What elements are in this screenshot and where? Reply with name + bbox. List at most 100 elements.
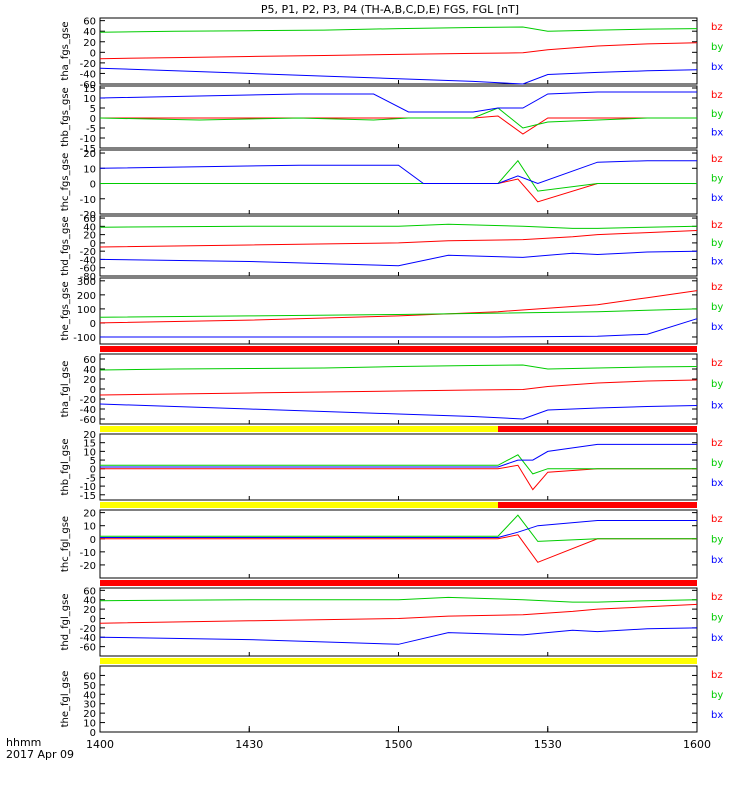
y-axis-label: the_fgs_gse (60, 281, 71, 340)
y-axis-label: thc_fgl_gse (60, 516, 71, 572)
time-tick-label: 1500 (385, 738, 413, 751)
panel-thc_fgl_gse: -20 -10 0 10 20 thc_fgl_gse bz by bx (60, 509, 723, 579)
y-tick-label: 10 (83, 522, 96, 533)
y-tick-label: 20 (83, 231, 96, 242)
y-axis-label: thb_fgs_gse (60, 87, 71, 146)
legend-bz: bz (711, 282, 723, 293)
legend-bz: bz (711, 154, 723, 165)
status-bars (100, 346, 697, 664)
series-bx-line (99, 160, 697, 185)
y-tick-label: 60 (83, 355, 96, 366)
time-axis: 1400 1430 1500 1530 1600 (86, 726, 711, 751)
legend-bx: bx (711, 193, 723, 204)
series-bx-line (99, 91, 697, 113)
series-by-line (100, 454, 697, 475)
legend-by: by (711, 238, 723, 249)
time-axis-label-hhmm: hhmm (6, 736, 41, 749)
y-tick-label: 5 (90, 104, 96, 115)
y-tick-label: 10 (83, 719, 96, 730)
time-tick-label: 1530 (534, 738, 562, 751)
y-tick-label: -40 (80, 633, 96, 644)
legend-bz: bz (711, 592, 723, 603)
legend-bx: bx (711, 555, 723, 566)
y-tick-label: 20 (83, 430, 96, 441)
y-tick-label: 200 (77, 291, 96, 302)
series-by-line (99, 107, 697, 129)
y-tick-label: 5 (90, 456, 96, 467)
status-bar-segment (498, 502, 697, 508)
series-by-line (100, 514, 697, 542)
legend-bz: bz (711, 514, 723, 525)
y-tick-label: -15 (80, 144, 96, 155)
y-tick-label: 40 (83, 27, 96, 38)
y-tick-label: 60 (83, 671, 96, 682)
panel-frame (99, 149, 698, 215)
y-tick-label: 20 (83, 509, 96, 520)
y-tick-label: 100 (77, 305, 96, 316)
y-tick-label: -20 (80, 210, 96, 221)
legend-bx: bx (711, 478, 723, 489)
y-tick-label: 40 (83, 596, 96, 607)
y-tick-label: -20 (80, 395, 96, 406)
y-tick-label: -5 (86, 124, 96, 135)
series-bz-line (99, 379, 698, 396)
y-tick-label: 20 (83, 709, 96, 720)
legend-bz: bz (711, 358, 723, 369)
y-tick-label: -40 (80, 255, 96, 266)
y-tick-label: -20 (80, 59, 96, 70)
legend-bx: bx (711, 128, 723, 139)
series-bz-line (100, 178, 697, 203)
legend-bz: bz (711, 90, 723, 101)
y-tick-label: 0 (90, 319, 96, 330)
y-tick-label: -60 (80, 80, 96, 91)
series-bx-line (99, 250, 698, 267)
series-bz-line (99, 290, 698, 324)
y-tick-label: 10 (83, 447, 96, 458)
y-tick-label: 20 (83, 149, 96, 160)
y-tick-label: 60 (83, 17, 96, 28)
panel-thc_fgs_gse: -20 -10 0 10 20 thc_fgs_gse bz by bx (60, 149, 723, 221)
y-tick-label: 20 (83, 605, 96, 616)
status-bar-segment (100, 502, 498, 508)
status-bar-segment (100, 580, 697, 586)
y-tick-label: 50 (83, 681, 96, 692)
y-tick-label: 0 (90, 728, 96, 739)
legend-bx: bx (711, 62, 723, 73)
y-tick-label: 20 (83, 38, 96, 49)
legend-bz: bz (711, 22, 723, 33)
y-tick-label: 0 (90, 535, 96, 546)
series-by-line (99, 223, 698, 229)
y-tick-label: 0 (90, 614, 96, 625)
y-tick-label: 15 (83, 439, 96, 450)
y-tick-label: -60 (80, 264, 96, 275)
y-tick-label: 0 (90, 385, 96, 396)
status-bar-segment (100, 346, 697, 352)
panel-frame (99, 85, 698, 149)
legend-bx: bx (711, 322, 723, 333)
status-bar-segment (498, 426, 697, 432)
series-by-line (99, 308, 698, 318)
legend-by: by (711, 173, 723, 184)
y-tick-label: 40 (83, 222, 96, 233)
legend-bx: bx (711, 633, 723, 644)
y-tick-label: -10 (80, 195, 96, 206)
series-bz-line (99, 42, 698, 60)
series-by-line (99, 364, 698, 371)
legend-bx: bx (711, 710, 723, 721)
y-axis-label: thc_fgs_gse (60, 153, 71, 212)
legend-by: by (711, 302, 723, 313)
series-bx-line (99, 403, 698, 420)
y-tick-label: 15 (83, 84, 96, 95)
time-tick-label: 1600 (683, 738, 711, 751)
series-bz-line (99, 230, 698, 248)
time-tick-label: 1400 (86, 738, 114, 751)
y-tick-label: 30 (83, 700, 96, 711)
legend-bz: bz (711, 438, 723, 449)
figure-title: P5, P1, P2, P3, P4 (TH-A,B,C,D,E) FGS, F… (261, 3, 519, 16)
y-tick-label: -10 (80, 482, 96, 493)
series-bx-line (100, 520, 697, 538)
